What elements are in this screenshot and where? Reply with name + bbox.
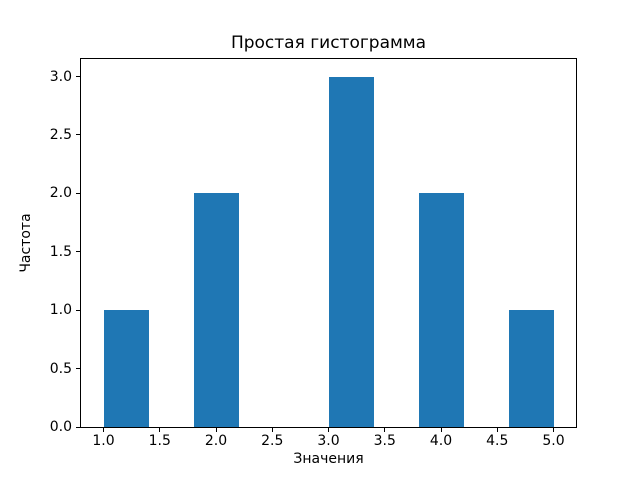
y-tick-label: 2.0	[49, 185, 72, 202]
x-tick-label: 5.0	[542, 433, 565, 449]
histogram-bar	[103, 310, 149, 427]
x-tick-label: 2.0	[204, 433, 228, 449]
x-tick-mark	[328, 428, 329, 432]
chart-title: Простая гистограмма	[230, 33, 427, 53]
y-tick-mark	[76, 309, 80, 311]
y-tick-label: 0.0	[49, 419, 72, 435]
x-tick-label: 4.5	[486, 433, 509, 449]
y-tick-mark	[76, 76, 80, 78]
x-tick-label: 1.5	[148, 433, 171, 449]
y-tick-label: 0.5	[49, 360, 72, 377]
x-axis-label: Значения	[293, 451, 364, 467]
x-tick-mark	[384, 428, 386, 432]
histogram-bar	[508, 310, 554, 427]
x-tick-mark	[271, 428, 273, 432]
histogram-bar	[418, 193, 464, 427]
x-tick-label: 2.5	[261, 433, 284, 449]
y-tick-mark	[76, 192, 80, 194]
x-tick-mark	[496, 428, 498, 432]
x-tick-label: 1.0	[92, 433, 115, 449]
x-tick-label: 4.0	[429, 433, 453, 449]
y-tick-label: 1.5	[49, 243, 72, 260]
y-tick-mark	[76, 134, 80, 136]
y-tick-mark	[76, 251, 80, 253]
y-tick-label: 1.0	[49, 302, 72, 319]
histogram-bar	[193, 193, 239, 427]
histogram-bar	[328, 76, 374, 427]
y-tick-label: 2.5	[49, 126, 72, 143]
x-tick-label: 3.0	[317, 433, 340, 449]
x-tick-mark	[215, 428, 217, 432]
x-tick-label: 3.5	[373, 433, 396, 449]
x-tick-mark	[159, 428, 161, 432]
y-tick-label: 3.0	[49, 68, 72, 85]
x-tick-mark	[440, 428, 442, 432]
x-tick-mark	[103, 428, 104, 432]
y-tick-mark	[76, 426, 80, 428]
x-tick-mark	[553, 428, 554, 432]
y-tick-mark	[76, 368, 80, 370]
plot-area	[80, 58, 577, 428]
